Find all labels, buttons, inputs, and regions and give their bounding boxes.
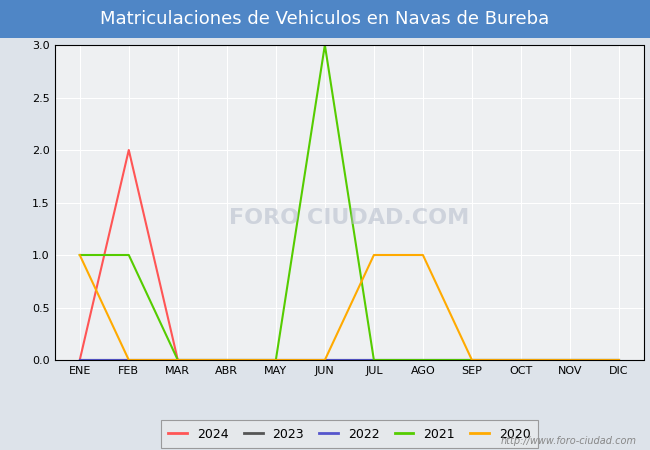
2021 xyxy=(321,42,329,48)
Line: 2021: 2021 xyxy=(80,45,619,360)
2022 xyxy=(517,357,525,363)
Line: 2024: 2024 xyxy=(80,150,178,360)
Line: 2020: 2020 xyxy=(80,255,619,360)
2023 xyxy=(223,357,231,363)
Text: FORO CIUDAD.COM: FORO CIUDAD.COM xyxy=(229,208,469,228)
2022 xyxy=(223,357,231,363)
2023 xyxy=(468,357,476,363)
Text: Matriculaciones de Vehiculos en Navas de Bureba: Matriculaciones de Vehiculos en Navas de… xyxy=(100,10,550,28)
2021 xyxy=(174,357,182,363)
2021 xyxy=(125,252,133,258)
2022 xyxy=(419,357,427,363)
2021 xyxy=(468,357,476,363)
2020 xyxy=(223,357,231,363)
2024 xyxy=(174,357,182,363)
2021 xyxy=(223,357,231,363)
Legend: 2024, 2023, 2022, 2021, 2020: 2024, 2023, 2022, 2021, 2020 xyxy=(161,420,538,448)
2022 xyxy=(566,357,574,363)
2021 xyxy=(76,252,84,258)
2020 xyxy=(321,357,329,363)
2020 xyxy=(517,357,525,363)
2022 xyxy=(370,357,378,363)
2021 xyxy=(370,357,378,363)
2023 xyxy=(76,357,84,363)
2021 xyxy=(566,357,574,363)
2024 xyxy=(76,357,84,363)
2023 xyxy=(615,357,623,363)
Text: http://www.foro-ciudad.com: http://www.foro-ciudad.com xyxy=(501,436,637,446)
2022 xyxy=(174,357,182,363)
2020 xyxy=(419,252,427,258)
2020 xyxy=(76,252,84,258)
2022 xyxy=(125,357,133,363)
2023 xyxy=(174,357,182,363)
2022 xyxy=(76,357,84,363)
2020 xyxy=(272,357,280,363)
2023 xyxy=(419,357,427,363)
2020 xyxy=(174,357,182,363)
2023 xyxy=(370,357,378,363)
2020 xyxy=(566,357,574,363)
2020 xyxy=(468,357,476,363)
2021 xyxy=(517,357,525,363)
2020 xyxy=(370,252,378,258)
2023 xyxy=(566,357,574,363)
2023 xyxy=(272,357,280,363)
2023 xyxy=(321,357,329,363)
2021 xyxy=(419,357,427,363)
2021 xyxy=(615,357,623,363)
2022 xyxy=(272,357,280,363)
2022 xyxy=(615,357,623,363)
2020 xyxy=(125,357,133,363)
2023 xyxy=(517,357,525,363)
2021 xyxy=(272,357,280,363)
2024 xyxy=(125,147,133,153)
2020 xyxy=(615,357,623,363)
2022 xyxy=(321,357,329,363)
2023 xyxy=(125,357,133,363)
2022 xyxy=(468,357,476,363)
